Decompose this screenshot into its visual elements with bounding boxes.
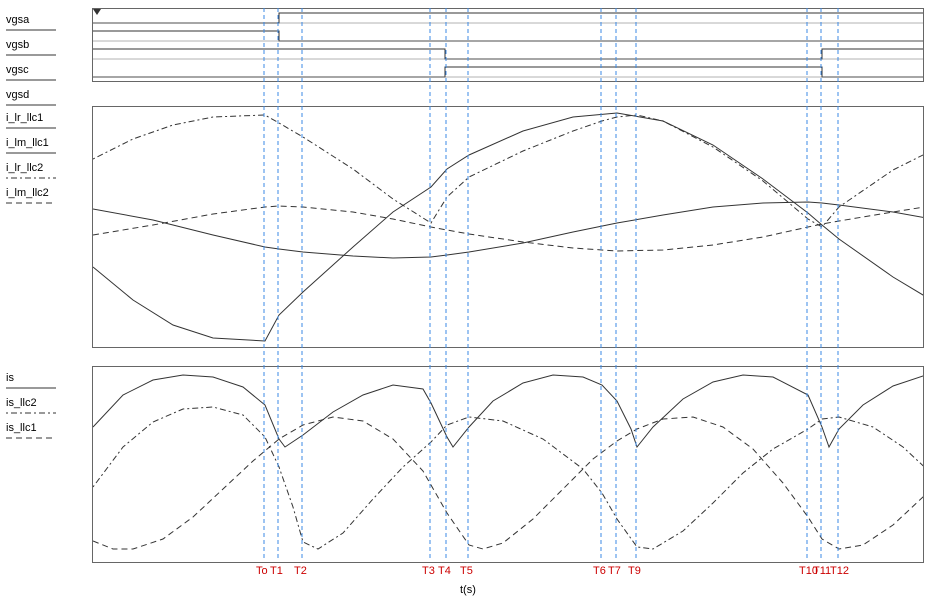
legend-panel3: is is_llc2 is_llc1 xyxy=(6,372,56,443)
time-label-t4: T4 xyxy=(438,565,451,577)
legend-panel1: vgsa vgsb vgsc vgsd xyxy=(6,14,56,110)
legend-label: vgsa xyxy=(6,14,56,26)
legend-swatch-icon xyxy=(6,175,56,183)
legend-swatch-icon xyxy=(6,125,56,133)
time-label-t9: T9 xyxy=(628,565,641,577)
panel2-svg xyxy=(93,107,923,347)
time-label-t3: T3 xyxy=(422,565,435,577)
legend-label: i_lm_llc2 xyxy=(6,187,56,199)
legend-label: is_llc2 xyxy=(6,397,56,409)
legend-swatch-icon xyxy=(6,52,56,60)
legend-swatch-icon xyxy=(6,102,56,110)
legend-swatch-icon xyxy=(6,77,56,85)
legend-item-is: is xyxy=(6,372,56,393)
legend-item-i-lm-llc2: i_lm_llc2 xyxy=(6,187,56,208)
legend-item-vgsd: vgsd xyxy=(6,89,56,110)
legend-item-i-lr-llc1: i_lr_llc1 xyxy=(6,112,56,133)
legend-swatch-icon xyxy=(6,27,56,35)
panel1-svg xyxy=(93,9,923,81)
legend-swatch-icon xyxy=(6,200,56,208)
time-label-t7: T7 xyxy=(608,565,621,577)
legend-label: i_lr_llc1 xyxy=(6,112,56,124)
time-label-t2: T2 xyxy=(294,565,307,577)
time-label-to: To xyxy=(256,565,268,577)
legend-label: i_lr_llc2 xyxy=(6,162,56,174)
legend-label: is_llc1 xyxy=(6,422,56,434)
time-label-t11: T11 xyxy=(813,565,831,577)
panel-output-currents xyxy=(92,366,924,563)
legend-item-i-lr-llc2: i_lr_llc2 xyxy=(6,162,56,183)
legend-label: is xyxy=(6,372,56,384)
legend-item-vgsb: vgsb xyxy=(6,39,56,60)
start-marker-icon xyxy=(93,9,101,15)
legend-item-i-lm-llc1: i_lm_llc1 xyxy=(6,137,56,158)
legend-label: i_lm_llc1 xyxy=(6,137,56,149)
panel-gates xyxy=(92,8,924,82)
legend-item-is-llc2: is_llc2 xyxy=(6,397,56,418)
x-axis-label: t(s) xyxy=(460,584,476,596)
time-label-t1: T1 xyxy=(270,565,283,577)
legend-swatch-icon xyxy=(6,435,56,443)
legend-swatch-icon xyxy=(6,410,56,418)
legend-swatch-icon xyxy=(6,385,56,393)
time-label-t12: T12 xyxy=(830,565,849,577)
panel-inductor-currents xyxy=(92,106,924,348)
legend-item-vgsa: vgsa xyxy=(6,14,56,35)
legend-item-vgsc: vgsc xyxy=(6,64,56,85)
time-label-t5: T5 xyxy=(460,565,473,577)
legend-panel2: i_lr_llc1 i_lm_llc1 i_lr_llc2 i_lm_llc2 xyxy=(6,112,56,208)
time-label-t6: T6 xyxy=(593,565,606,577)
legend-label: vgsd xyxy=(6,89,56,101)
legend-swatch-icon xyxy=(6,150,56,158)
panel3-svg xyxy=(93,367,923,562)
legend-label: vgsb xyxy=(6,39,56,51)
legend-label: vgsc xyxy=(6,64,56,76)
legend-item-is-llc1: is_llc1 xyxy=(6,422,56,443)
